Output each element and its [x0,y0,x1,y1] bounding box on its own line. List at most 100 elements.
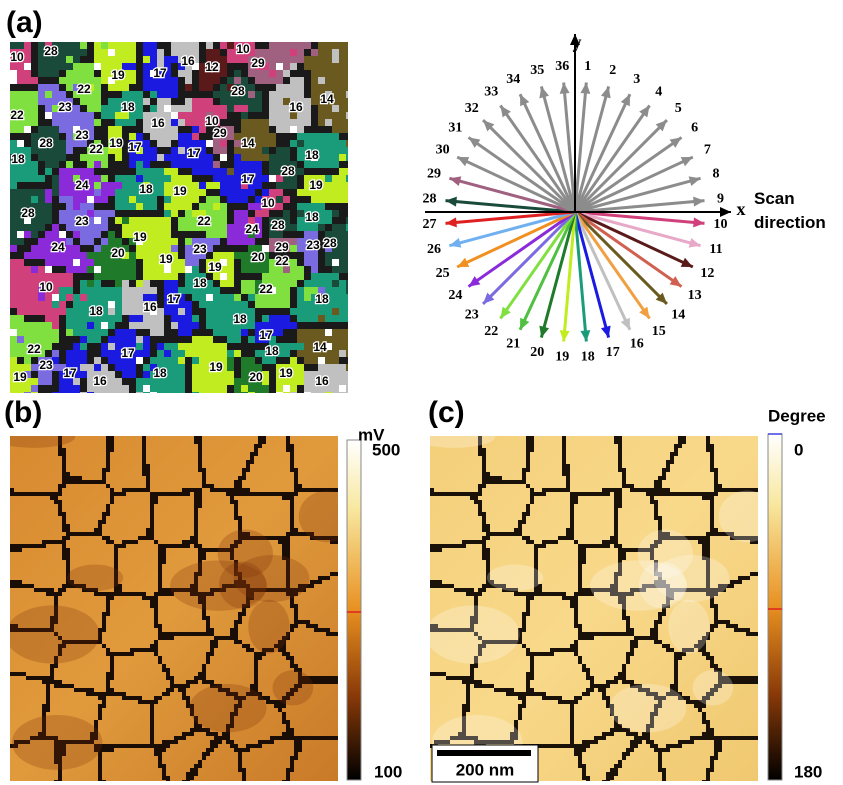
boundary-pixel [754,572,758,576]
boundary-pixel [286,736,290,740]
boundary-pixel [330,676,334,680]
boundary-pixel [486,568,490,572]
map-pixel [164,329,171,336]
boundary-pixel [706,728,710,732]
map-pixel [164,350,171,357]
map-pixel [94,105,101,112]
boundary-pixel [126,652,130,656]
map-pixel [10,315,17,322]
boundary-pixel [486,524,490,528]
boundary-pixel [178,684,182,688]
map-pixel [234,70,241,77]
boundary-pixel [582,556,586,560]
boundary-pixel [94,480,98,484]
boundary-pixel [738,576,742,580]
boundary-pixel [166,592,170,596]
boundary-pixel [282,492,286,496]
map-pixel [346,161,348,168]
map-pixel [325,175,332,182]
boundary-pixel [234,512,238,516]
map-pixel [150,350,157,357]
map-pixel [332,210,339,217]
map-pixel [283,154,290,161]
map-pixel [227,196,234,203]
boundary-pixel [614,500,618,504]
map-pixel [59,217,66,224]
boundary-pixel [330,680,334,684]
boundary-pixel [34,588,38,592]
map-pixel [31,140,38,147]
map-pixel [185,70,192,77]
boundary-pixel [42,704,46,708]
map-pixel [171,105,178,112]
map-pixel [115,175,122,182]
map-pixel [143,266,150,273]
map-pixel [66,119,73,126]
boundary-pixel [290,532,294,536]
map-pixel [311,70,318,77]
map-pixel [52,343,59,350]
map-pixel [255,77,262,84]
map-pixel [185,112,192,119]
boundary-pixel [162,636,166,640]
map-pixel [38,245,45,252]
boundary-pixel [298,620,302,624]
boundary-pixel [126,488,130,492]
direction-arrow-head [580,330,590,341]
boundary-pixel [478,680,482,684]
map-pixel [325,196,332,203]
map-pixel [318,280,325,287]
boundary-pixel [274,704,278,708]
boundary-pixel [210,632,214,636]
boundary-pixel [518,520,522,524]
map-pixel [115,189,122,196]
map-pixel [185,280,192,287]
boundary-pixel [18,492,22,496]
map-pixel [164,147,171,154]
map-pixel [346,385,348,392]
boundary-pixel [66,548,70,552]
map-pixel [346,364,348,371]
map-pixel [290,140,297,147]
boundary-pixel [158,548,162,552]
map-pixel [192,343,199,350]
map-pixel [10,203,17,210]
boundary-pixel [530,448,534,452]
map-pixel [248,315,255,322]
map-pixel [10,126,17,133]
map-pixel [290,91,297,98]
map-pixel [339,371,346,378]
map-pixel [10,168,17,175]
boundary-pixel [110,676,114,680]
map-pixel [206,343,213,350]
map-pixel [178,350,185,357]
map-pixel [178,336,185,343]
boundary-pixel [462,588,466,592]
boundary-pixel [466,680,470,684]
map-pixel [52,392,59,393]
boundary-pixel [198,444,202,448]
map-pixel [24,112,31,119]
map-pixel [136,105,143,112]
map-pixel [234,350,241,357]
map-pixel [234,203,241,210]
boundary-pixel [658,616,662,620]
map-pixel [220,161,227,168]
map-pixel [234,217,241,224]
boundary-pixel [254,444,258,448]
map-pixel [269,378,276,385]
boundary-pixel [582,664,586,668]
boundary-pixel [486,528,490,532]
boundary-pixel [18,584,22,588]
boundary-pixel [578,592,582,596]
map-pixel [52,357,59,364]
boundary-pixel [462,680,466,684]
map-pixel [339,343,346,350]
boundary-pixel [142,460,146,464]
boundary-pixel [134,696,138,700]
boundary-pixel [198,764,202,768]
boundary-pixel [574,600,578,604]
boundary-pixel [622,556,626,560]
map-pixel [227,189,234,196]
map-pixel [206,140,213,147]
